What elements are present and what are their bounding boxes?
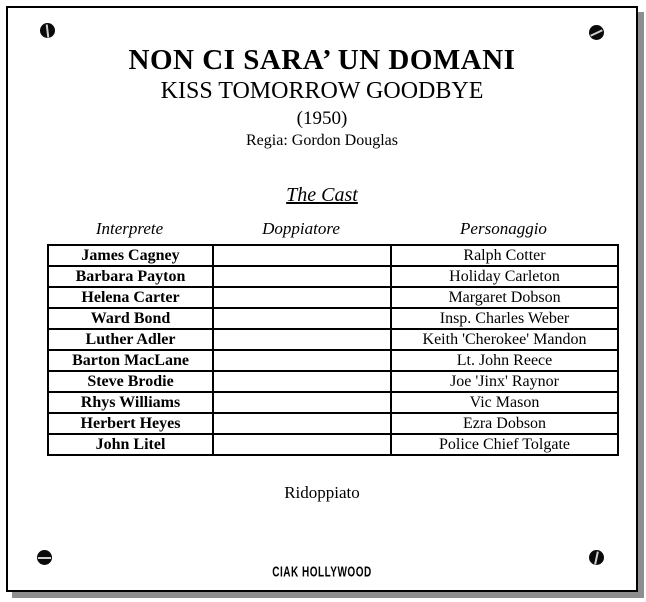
actor-cell: Helena Carter bbox=[47, 286, 214, 309]
screw-icon-top-left bbox=[40, 23, 55, 38]
screw-slot bbox=[45, 23, 50, 38]
column-header-personaggio: Personaggio bbox=[460, 219, 547, 238]
character-cell: Lt. John Reece bbox=[390, 349, 619, 372]
actor-cell: John Litel bbox=[47, 433, 214, 456]
character-cell: Ezra Dobson bbox=[390, 412, 619, 435]
actor-cell: Rhys Williams bbox=[47, 391, 214, 414]
dubber-cell bbox=[212, 328, 392, 351]
actor-cell: Luther Adler bbox=[47, 328, 214, 351]
table-row: John Litel Police Chief Tolgate bbox=[47, 433, 619, 456]
dubber-cell bbox=[212, 412, 392, 435]
film-title-italian: NON CI SARA’ UN DOMANI bbox=[128, 44, 516, 76]
actor-cell: Barton MacLane bbox=[47, 349, 214, 372]
dubber-cell bbox=[212, 244, 392, 267]
cast-table: James Cagney Ralph Cotter Barbara Payton… bbox=[47, 244, 619, 456]
character-cell: Police Chief Tolgate bbox=[390, 433, 619, 456]
table-row: Ward Bond Insp. Charles Weber bbox=[47, 307, 619, 330]
film-title-original: KISS TOMORROW GOODBYE bbox=[160, 78, 484, 104]
table-row: Barton MacLane Lt. John Reece bbox=[47, 349, 619, 372]
screw-slot bbox=[594, 550, 599, 565]
dubber-cell bbox=[212, 391, 392, 414]
redub-note: Ridoppiato bbox=[284, 483, 360, 502]
cast-table-column-headers: Interprete Doppiatore Personaggio bbox=[47, 218, 617, 240]
screw-slot bbox=[38, 556, 51, 559]
character-cell: Vic Mason bbox=[390, 391, 619, 414]
character-cell: Margaret Dobson bbox=[390, 286, 619, 309]
dubber-cell bbox=[212, 265, 392, 288]
character-cell: Joe 'Jinx' Raynor bbox=[390, 370, 619, 393]
dubber-cell bbox=[212, 307, 392, 330]
film-credits-card: NON CI SARA’ UN DOMANI KISS TOMORROW GOO… bbox=[6, 6, 638, 592]
column-header-doppiatore: Doppiatore bbox=[262, 219, 340, 238]
dubber-cell bbox=[212, 433, 392, 456]
dubber-cell bbox=[212, 349, 392, 372]
film-year: (1950) bbox=[296, 108, 348, 129]
character-cell: Keith 'Cherokee' Mandon bbox=[390, 328, 619, 351]
character-cell: Insp. Charles Weber bbox=[390, 307, 619, 330]
screw-slot bbox=[590, 28, 603, 37]
table-row: Luther Adler Keith 'Cherokee' Mandon bbox=[47, 328, 619, 351]
column-header-interprete: Interprete bbox=[95, 219, 164, 238]
table-row: Rhys Williams Vic Mason bbox=[47, 391, 619, 414]
screw-icon-bottom-left bbox=[37, 550, 52, 565]
table-row: Helena Carter Margaret Dobson bbox=[47, 286, 619, 309]
actor-cell: Herbert Heyes bbox=[47, 412, 214, 435]
dubber-cell bbox=[212, 370, 392, 393]
actor-cell: Ward Bond bbox=[47, 307, 214, 330]
screw-icon-top-right bbox=[589, 25, 604, 40]
actor-cell: James Cagney bbox=[47, 244, 214, 267]
character-cell: Ralph Cotter bbox=[390, 244, 619, 267]
screw-icon-bottom-right bbox=[589, 550, 604, 565]
cast-heading-text: The Cast bbox=[286, 184, 358, 206]
film-director: Regia: Gordon Douglas bbox=[246, 132, 398, 149]
table-row: Barbara Payton Holiday Carleton bbox=[47, 265, 619, 288]
ciak-hollywood-logo: CIAK HOLLYWOOD bbox=[272, 565, 372, 581]
actor-cell: Steve Brodie bbox=[47, 370, 214, 393]
character-cell: Holiday Carleton bbox=[390, 265, 619, 288]
cast-section-heading: The Cast bbox=[8, 183, 636, 207]
dubber-cell bbox=[212, 286, 392, 309]
table-row: James Cagney Ralph Cotter bbox=[47, 244, 619, 267]
table-row: Steve Brodie Joe 'Jinx' Raynor bbox=[47, 370, 619, 393]
actor-cell: Barbara Payton bbox=[47, 265, 214, 288]
table-row: Herbert Heyes Ezra Dobson bbox=[47, 412, 619, 435]
